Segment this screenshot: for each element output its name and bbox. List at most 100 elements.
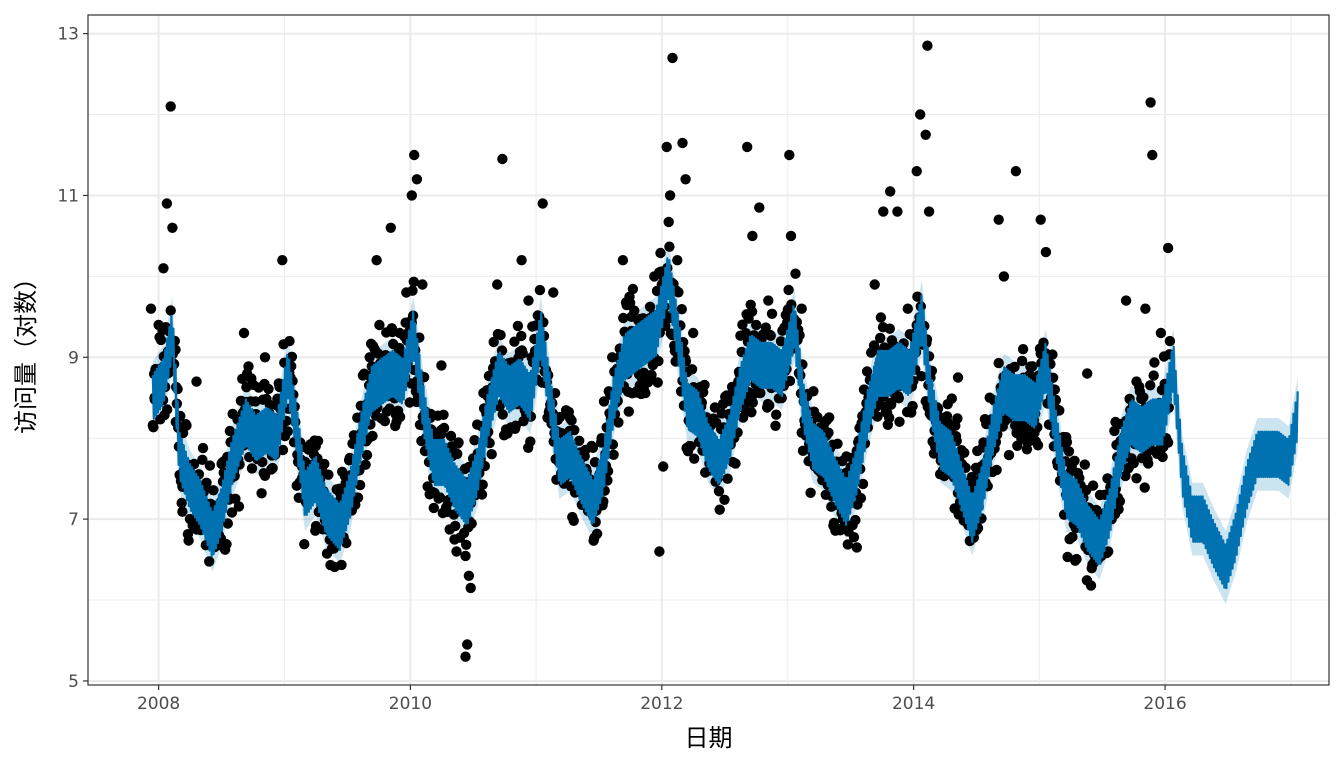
observed-point: [785, 230, 797, 242]
observed-point: [824, 412, 835, 423]
observed-point: [267, 462, 278, 474]
observed-point: [162, 404, 173, 415]
observed-point: [548, 287, 559, 298]
observed-point: [226, 507, 238, 518]
observed-point: [784, 375, 796, 387]
observed-point: [1003, 449, 1015, 461]
observed-point: [613, 417, 624, 428]
observed-point: [461, 539, 472, 550]
observed-point: [492, 279, 503, 290]
observed-point: [851, 542, 862, 553]
observed-point: [1010, 166, 1022, 177]
observed-point: [1148, 370, 1159, 381]
observed-point: [826, 501, 837, 512]
y-tick-label: 5: [68, 672, 79, 692]
observed-point: [284, 335, 295, 347]
x-axis-title: 日期: [685, 724, 733, 752]
observed-point: [354, 479, 366, 491]
observed-point: [771, 409, 782, 420]
observed-point: [869, 279, 880, 290]
observed-point: [1145, 380, 1156, 391]
observed-point: [401, 287, 412, 298]
observed-point: [1027, 361, 1038, 372]
observed-point: [627, 283, 639, 295]
observed-point: [371, 255, 382, 266]
observed-point: [568, 515, 579, 526]
observed-point: [892, 206, 903, 217]
observed-point: [411, 174, 423, 185]
x-tick-label: 2016: [1143, 694, 1186, 714]
observed-point: [872, 411, 883, 422]
observed-point: [617, 255, 629, 266]
observed-point: [746, 407, 757, 418]
observed-point: [993, 357, 1004, 369]
observed-point: [1079, 459, 1091, 470]
observed-point: [730, 458, 741, 469]
observed-point: [323, 469, 334, 480]
uncertainty-band: [152, 240, 1298, 605]
observed-point: [638, 384, 650, 395]
observed-point: [747, 397, 758, 408]
observed-point: [537, 198, 548, 209]
observed-point: [364, 352, 375, 363]
observed-point: [754, 202, 765, 213]
observed-point: [763, 295, 774, 306]
observed-point: [654, 546, 665, 557]
observed-point: [1162, 437, 1174, 448]
observed-point: [766, 308, 778, 319]
observed-point: [598, 396, 610, 407]
observed-point: [646, 369, 657, 381]
observed-point: [850, 514, 861, 526]
observed-point: [438, 422, 450, 434]
observed-point: [623, 406, 634, 417]
observed-point: [1071, 553, 1082, 565]
observed-point: [1038, 337, 1049, 348]
observed-point: [907, 400, 918, 412]
observed-point: [832, 438, 843, 449]
observed-point: [451, 546, 462, 557]
observed-point: [158, 263, 169, 274]
observed-point: [736, 346, 747, 358]
observed-point: [246, 463, 258, 474]
observed-point: [436, 360, 447, 371]
observed-point: [1138, 392, 1149, 403]
observed-point: [1155, 327, 1167, 339]
observed-point: [469, 435, 480, 446]
observed-point: [912, 291, 923, 302]
observed-point: [238, 327, 250, 339]
observed-point: [649, 271, 660, 282]
observed-point: [653, 355, 664, 367]
observed-point: [942, 416, 953, 428]
observed-point: [1131, 473, 1142, 484]
observed-point: [884, 412, 895, 424]
observed-point: [805, 487, 816, 498]
observed-point: [148, 422, 159, 433]
observed-point: [204, 556, 215, 567]
observed-point: [784, 149, 795, 161]
observed-point: [1017, 344, 1029, 355]
observed-point: [495, 329, 506, 341]
observed-point: [476, 489, 488, 500]
observed-point: [755, 387, 766, 399]
observed-point: [385, 222, 396, 233]
observed-point: [875, 332, 886, 344]
observed-point: [655, 247, 666, 259]
y-tick-label: 9: [68, 348, 79, 368]
observed-point: [858, 384, 870, 395]
x-tick-label: 2010: [389, 694, 432, 714]
observed-point: [417, 279, 428, 290]
observed-point: [352, 492, 364, 503]
observed-point: [808, 386, 819, 397]
observed-point: [667, 52, 678, 64]
observed-point: [1067, 531, 1078, 543]
y-tick-label: 11: [57, 186, 79, 206]
observed-point: [689, 453, 700, 464]
observed-point: [497, 153, 508, 165]
observed-point: [224, 425, 236, 437]
observed-point: [1040, 246, 1052, 258]
observed-point: [664, 241, 675, 252]
observed-point: [608, 449, 619, 460]
forecast-line-layer: [151, 257, 1299, 590]
observed-point: [460, 651, 471, 662]
observed-point: [569, 424, 580, 436]
